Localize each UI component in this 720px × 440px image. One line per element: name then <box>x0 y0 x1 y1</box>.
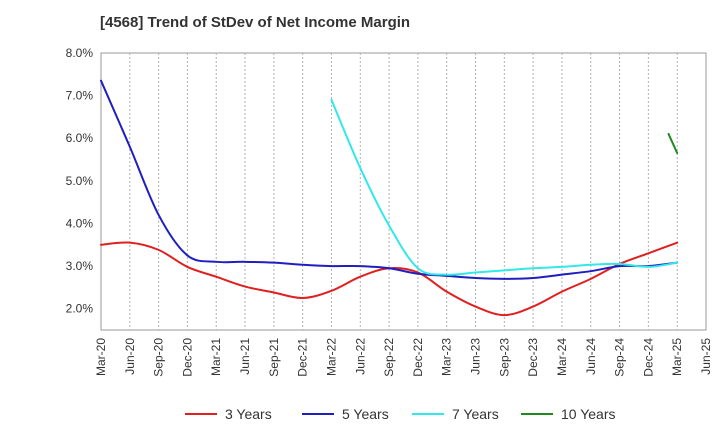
x-tick-label: Jun-24 <box>584 338 598 375</box>
y-tick-label: 3.0% <box>66 259 94 273</box>
x-tick-label: Mar-21 <box>209 338 223 376</box>
x-tick-label: Mar-25 <box>670 338 684 376</box>
x-tick-label: Dec-22 <box>411 338 425 377</box>
x-tick-label: Sep-20 <box>152 338 166 377</box>
x-tick-label: Dec-24 <box>641 338 655 377</box>
x-tick-label: Mar-24 <box>555 338 569 376</box>
x-tick-label: Jun-25 <box>699 338 713 375</box>
y-tick-label: 7.0% <box>66 89 94 103</box>
x-tick-label: Dec-20 <box>180 338 194 377</box>
x-tick-label: Dec-21 <box>296 338 310 377</box>
y-tick-label: 5.0% <box>66 174 94 188</box>
series-line-5-years <box>100 79 679 280</box>
legend-label-7-years: 7 Years <box>452 406 499 422</box>
y-tick-label: 4.0% <box>66 216 94 230</box>
series-line-7-years <box>330 98 679 276</box>
x-tick-label: Sep-24 <box>613 338 627 377</box>
x-tick-label: Mar-23 <box>440 338 454 376</box>
x-tick-label: Mar-22 <box>324 338 338 376</box>
x-tick-label: Sep-21 <box>267 338 281 377</box>
y-tick-label: 6.0% <box>66 131 94 145</box>
x-tick-label: Mar-20 <box>94 338 108 376</box>
legend-label-5-years: 5 Years <box>342 406 389 422</box>
plot-area <box>100 52 707 331</box>
x-tick-label: Sep-23 <box>497 338 511 377</box>
legend-label-10-years: 10 Years <box>561 406 616 422</box>
legend-label-3-years: 3 Years <box>225 406 272 422</box>
x-tick-label: Jun-20 <box>123 338 137 375</box>
x-tick-label: Jun-22 <box>353 338 367 375</box>
x-tick-label: Sep-22 <box>382 338 396 377</box>
y-tick-label: 8.0% <box>66 46 94 60</box>
x-tick-label: Jun-21 <box>238 338 252 375</box>
series-line-10-years <box>667 132 679 155</box>
x-tick-label: Dec-23 <box>526 338 540 377</box>
x-tick-label: Jun-23 <box>469 338 483 375</box>
y-tick-label: 2.0% <box>66 302 94 316</box>
chart-title: [4568] Trend of StDev of Net Income Marg… <box>100 14 411 31</box>
